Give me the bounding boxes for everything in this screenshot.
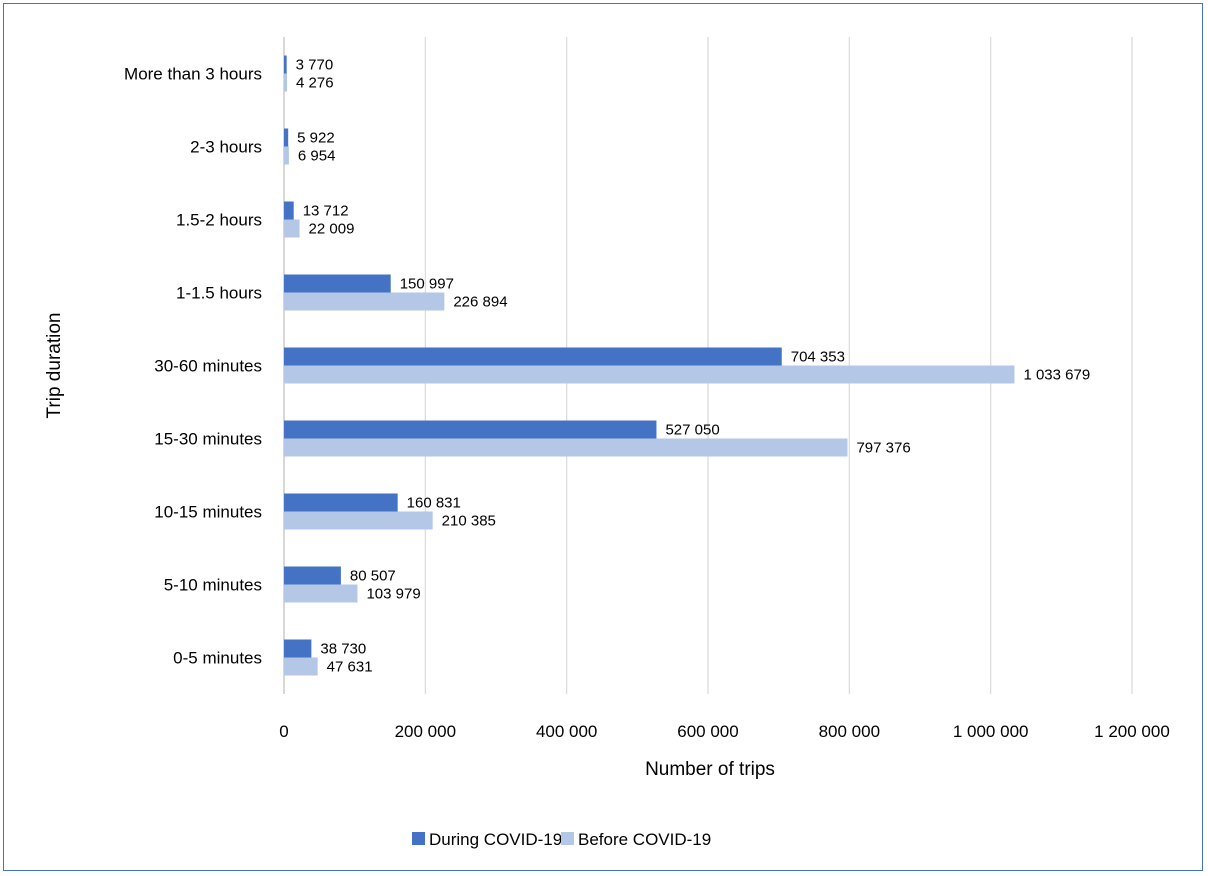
x-tick-label: 1 000 000 (953, 722, 1029, 741)
category-label: 10-15 minutes (154, 503, 262, 522)
bar-during (284, 420, 657, 439)
data-label: 150 997 (400, 276, 454, 293)
legend: During COVID-19 Before COVID-19 (412, 830, 711, 849)
x-tick-label: 1 200 000 (1094, 722, 1170, 741)
data-label: 797 376 (856, 440, 910, 457)
category-label: 5-10 minutes (164, 576, 262, 595)
category-labels: More than 3 hours 2-3 hours 1.5-2 hours 1-1… (124, 65, 262, 668)
y-axis-title: Trip duration (44, 313, 65, 419)
category-label: 2-3 hours (190, 138, 262, 157)
x-tick-label: 0 (279, 722, 288, 741)
bar-during (284, 639, 312, 658)
bar-before (284, 292, 445, 311)
category-label: 1-1.5 hours (176, 284, 262, 303)
data-label: 13 712 (303, 203, 349, 220)
bar-during (284, 493, 398, 512)
x-tick-labels: 0 200 000 400 000 600 000 800 000 1 000 000 1 … (279, 722, 1170, 741)
data-label: 210 385 (442, 513, 496, 530)
bars (284, 55, 1015, 676)
data-label: 3 770 (296, 57, 334, 74)
category-label: More than 3 hours (124, 65, 262, 84)
category-label: 30-60 minutes (154, 357, 262, 376)
bar-during (284, 566, 341, 585)
category-label: 15-30 minutes (154, 430, 262, 449)
data-label: 6 954 (298, 148, 336, 165)
data-label: 1 033 679 (1023, 367, 1090, 384)
data-label: 160 831 (407, 495, 461, 512)
bar-before (284, 73, 288, 92)
bar-during (284, 274, 391, 293)
bar-before (284, 438, 848, 457)
data-label: 704 353 (791, 349, 845, 366)
data-label: 80 507 (350, 568, 396, 585)
legend-label: Before COVID-19 (578, 830, 711, 849)
bar-before (284, 657, 318, 676)
legend-swatch (412, 832, 425, 845)
data-label: 47 631 (327, 659, 373, 676)
bar-before (284, 365, 1015, 384)
bar-during (284, 128, 289, 147)
data-label: 4 276 (296, 75, 334, 92)
data-label: 103 979 (366, 586, 420, 603)
x-tick-label: 600 000 (677, 722, 738, 741)
x-axis-title: Number of trips (645, 759, 775, 780)
x-tick-label: 200 000 (395, 722, 456, 741)
data-label: 5 922 (297, 130, 335, 147)
legend-label: During COVID-19 (429, 830, 562, 849)
category-label: 1.5-2 hours (176, 211, 262, 230)
legend-swatch (561, 832, 574, 845)
x-tick-label: 800 000 (819, 722, 880, 741)
category-label: 0-5 minutes (173, 649, 262, 668)
bar-during (284, 347, 782, 366)
bar-before (284, 146, 289, 165)
data-label: 527 050 (665, 422, 719, 439)
bar-before (284, 511, 433, 530)
x-tick-label: 400 000 (536, 722, 597, 741)
data-label: 38 730 (320, 641, 366, 658)
data-label: 226 894 (453, 294, 507, 311)
bar-during (284, 55, 287, 74)
chart-frame: 3 770 4 276 5 922 6 954 13 712 22 009 150 997 2… (3, 3, 1203, 871)
bar-before (284, 584, 358, 603)
bar-during (284, 201, 294, 220)
bar-before (284, 219, 300, 238)
data-label: 22 009 (309, 221, 355, 238)
